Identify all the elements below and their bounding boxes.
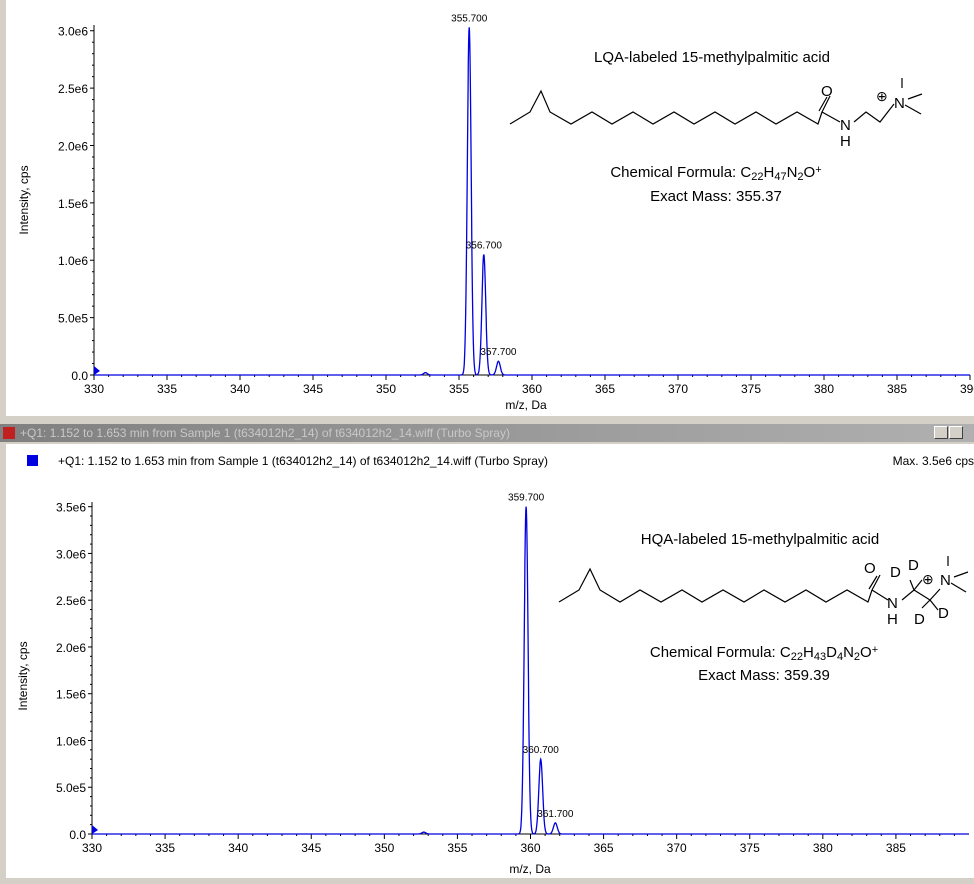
x-tick-label: 345 bbox=[303, 382, 323, 396]
axes-group: 0.0 5.0e5 1.0e6 1.5e6 2.0e6 2.5e6 3.0e6 3.5e6 33… bbox=[56, 501, 969, 855]
peak-label: 360.700 bbox=[523, 745, 560, 756]
window-frame bbox=[0, 442, 6, 878]
x-tick-label: 335 bbox=[155, 841, 175, 855]
x-tick-label: 375 bbox=[741, 382, 761, 396]
oxygen-label: O bbox=[821, 83, 833, 100]
x-axis-label: m/z, Da bbox=[505, 398, 547, 412]
minimize-button[interactable] bbox=[934, 426, 948, 439]
spectrum-trace bbox=[94, 27, 970, 376]
x-tick-label: 350 bbox=[374, 841, 394, 855]
max-intensity-label: Max. 3.5e6 cps bbox=[892, 454, 974, 468]
x-tick-label: 385 bbox=[887, 382, 907, 396]
deuterium-label: D bbox=[908, 557, 919, 574]
y-axis-label: Intensity, cps bbox=[17, 165, 31, 234]
y-tick-label: 2.5e6 bbox=[58, 82, 88, 96]
y-tick-label: 0.0 bbox=[69, 828, 86, 842]
ammonium-nitrogen-label: N bbox=[894, 95, 905, 112]
x-tick-label: 390 bbox=[960, 382, 974, 396]
y-tick-label: 3.0e6 bbox=[56, 547, 86, 561]
x-tick-label: 365 bbox=[595, 382, 615, 396]
chemical-structure bbox=[558, 556, 969, 611]
y-tick-label: 1.5e6 bbox=[56, 688, 86, 702]
window-title-bar[interactable]: +Q1: 1.152 to 1.653 min from Sample 1 (t… bbox=[0, 424, 974, 442]
y-tick-label: 1.5e6 bbox=[58, 197, 88, 211]
y-tick-label: 1.0e6 bbox=[58, 254, 88, 268]
spectrum-pane-2[interactable]: 0.0 5.0e5 1.0e6 1.5e6 2.0e6 2.5e6 3.0e6 3.5e6 33… bbox=[6, 444, 974, 878]
x-tick-label: 345 bbox=[301, 841, 321, 855]
x-tick-label: 380 bbox=[813, 841, 833, 855]
nitrogen-label: N bbox=[840, 117, 851, 134]
y-tick-label: 2.0e6 bbox=[58, 139, 88, 153]
y-tick-label: 0.0 bbox=[71, 369, 88, 383]
nitrogen-label: N bbox=[887, 595, 898, 612]
x-tick-label: 365 bbox=[594, 841, 614, 855]
peak-label: 361.700 bbox=[537, 809, 574, 820]
y-tick-label: 3.5e6 bbox=[56, 501, 86, 515]
maximize-button[interactable] bbox=[949, 426, 963, 439]
axes-group: 0.0 5.0e5 1.0e6 1.5e6 2.0e6 2.5e6 3.0e6 330 335 3… bbox=[58, 25, 974, 396]
peak-labels: 355.700 356.700 357.700 bbox=[451, 13, 517, 358]
compound-name: HQA-labeled 15-methylpalmitic acid bbox=[641, 531, 879, 548]
exact-mass: Exact Mass: 355.37 bbox=[650, 188, 782, 205]
positive-charge-icon: ⊕ bbox=[922, 571, 934, 587]
deuterium-label: D bbox=[938, 605, 949, 622]
exact-mass: Exact Mass: 359.39 bbox=[698, 667, 830, 684]
y-tick-label: 5.0e5 bbox=[56, 781, 86, 795]
x-tick-label: 355 bbox=[447, 841, 467, 855]
x-tick-label: 340 bbox=[228, 841, 248, 855]
x-tick-label: 330 bbox=[84, 382, 104, 396]
chemical-formula: Chemical Formula: C22H43D4N2O+ bbox=[650, 644, 878, 663]
x-tick-label: 360 bbox=[522, 382, 542, 396]
hydrogen-label: H bbox=[887, 611, 898, 628]
legend: +Q1: 1.152 to 1.653 min from Sample 1 (t… bbox=[6, 454, 974, 473]
x-tick-label: 335 bbox=[157, 382, 177, 396]
spectrum-trace bbox=[92, 506, 969, 835]
x-tick-label: 350 bbox=[376, 382, 396, 396]
spectrum-line bbox=[94, 27, 970, 376]
spectrum-chart-2[interactable]: 0.0 5.0e5 1.0e6 1.5e6 2.0e6 2.5e6 3.0e6 3.5e6 33… bbox=[6, 444, 974, 878]
ammonium-nitrogen-label: N bbox=[940, 572, 951, 589]
x-tick-label: 340 bbox=[230, 382, 250, 396]
peak-label: 355.700 bbox=[451, 13, 488, 24]
x-tick-label: 330 bbox=[82, 841, 102, 855]
deuterium-label: D bbox=[890, 564, 901, 581]
hydrogen-label: H bbox=[840, 133, 851, 150]
window-title: +Q1: 1.152 to 1.653 min from Sample 1 (t… bbox=[20, 426, 510, 440]
y-axis-label: Intensity, cps bbox=[16, 641, 30, 710]
deuterium-label: D bbox=[914, 611, 925, 628]
peak-label: 359.700 bbox=[508, 493, 545, 504]
x-tick-label: 355 bbox=[449, 382, 469, 396]
origin-marker-icon bbox=[94, 366, 100, 375]
oxygen-label: O bbox=[864, 560, 876, 577]
peak-label: 356.700 bbox=[466, 241, 503, 252]
x-tick-label: 370 bbox=[667, 841, 687, 855]
x-tick-label: 375 bbox=[740, 841, 760, 855]
window-frame bbox=[0, 878, 974, 884]
x-tick-label: 385 bbox=[886, 841, 906, 855]
spectrum-pane-1[interactable]: 0.0 5.0e5 1.0e6 1.5e6 2.0e6 2.5e6 3.0e6 330 335 3… bbox=[6, 0, 974, 416]
y-tick-label: 2.0e6 bbox=[56, 641, 86, 655]
y-tick-label: 3.0e6 bbox=[58, 25, 88, 39]
spectrum-window-1: 0.0 5.0e5 1.0e6 1.5e6 2.0e6 2.5e6 3.0e6 330 335 3… bbox=[0, 0, 974, 424]
legend-label: +Q1: 1.152 to 1.653 min from Sample 1 (t… bbox=[58, 454, 548, 468]
app-icon[interactable] bbox=[3, 427, 15, 439]
y-tick-label: 2.5e6 bbox=[56, 594, 86, 608]
compound-name: LQA-labeled 15-methylpalmitic acid bbox=[594, 49, 830, 66]
x-tick-label: 380 bbox=[814, 382, 834, 396]
spectrum-chart-1[interactable]: 0.0 5.0e5 1.0e6 1.5e6 2.0e6 2.5e6 3.0e6 330 335 3… bbox=[6, 0, 974, 416]
y-tick-label: 5.0e5 bbox=[58, 312, 88, 326]
origin-marker-icon bbox=[92, 825, 98, 834]
spectrum-line bbox=[92, 506, 969, 835]
peak-labels: 359.700 360.700 361.700 bbox=[508, 493, 574, 820]
chemical-structure bbox=[509, 78, 923, 125]
x-tick-label: 370 bbox=[668, 382, 688, 396]
peak-label: 357.700 bbox=[480, 347, 517, 358]
y-tick-label: 1.0e6 bbox=[56, 734, 86, 748]
positive-charge-icon: ⊕ bbox=[876, 88, 888, 104]
x-axis-label: m/z, Da bbox=[509, 862, 551, 876]
x-tick-label: 360 bbox=[520, 841, 540, 855]
series-swatch bbox=[27, 455, 38, 466]
chemical-formula: Chemical Formula: C22H47N2O+ bbox=[610, 164, 821, 183]
